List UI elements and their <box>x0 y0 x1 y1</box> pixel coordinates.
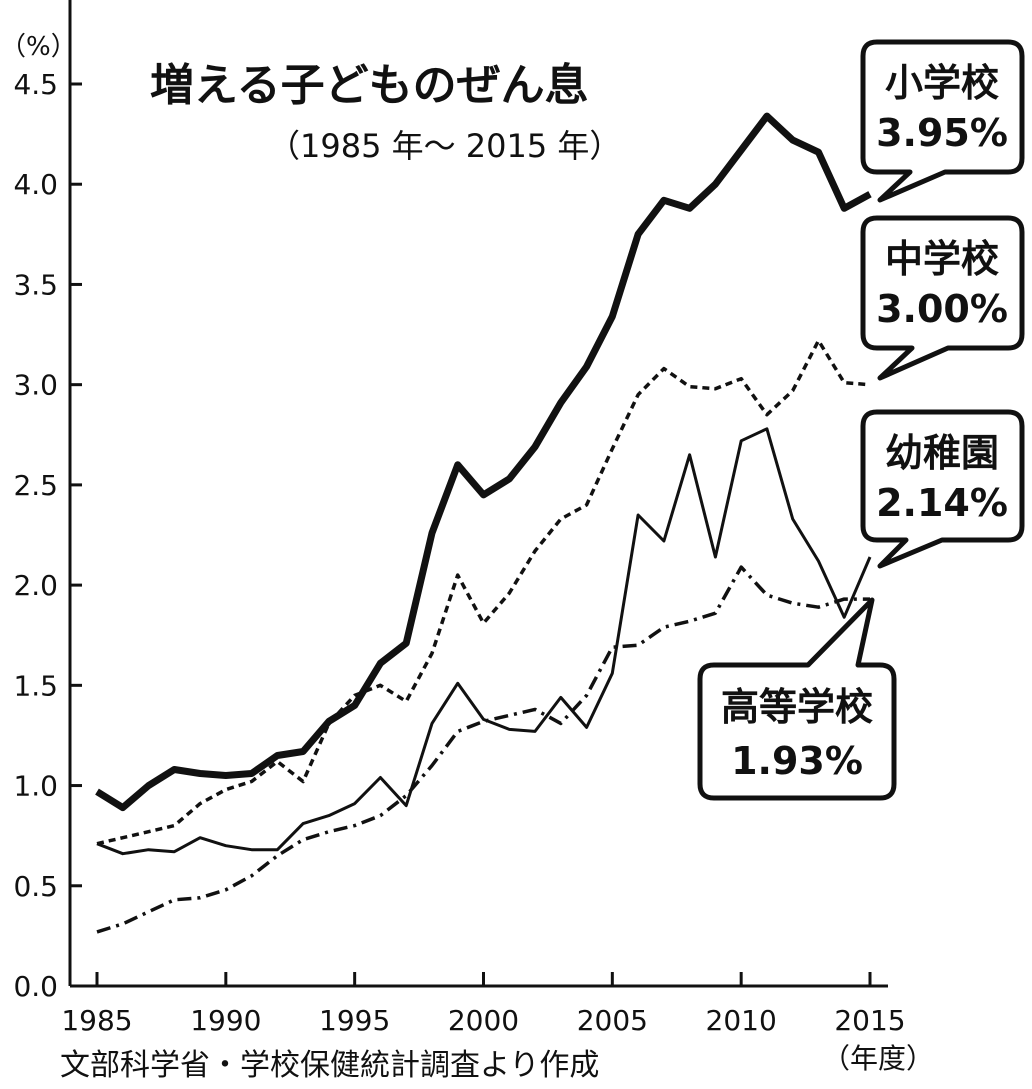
y-ticks: 0.0 0.5 1.0 1.5 2.0 2.5 3.0 3.5 4.0 4.5 <box>13 68 82 1003</box>
callout-box-elementary <box>860 39 1025 203</box>
x-axis-unit-label: （年度） <box>822 1042 934 1075</box>
y-tick-label: 3.0 <box>13 369 58 402</box>
callout-box-junior-high <box>860 215 1025 381</box>
series-line-junior-high <box>96 338 871 846</box>
callout-junior-high-name: 中学校 <box>885 237 999 281</box>
y-tick-label: 1.5 <box>13 669 58 702</box>
callout-kindergarten: 幼稚園 2.14% <box>860 409 1025 569</box>
y-tick-label: 4.5 <box>13 68 58 101</box>
x-tick-label: 2000 <box>448 1004 519 1037</box>
x-tick-label: 1985 <box>61 1004 132 1037</box>
y-tick-label: 0.5 <box>13 870 58 903</box>
callout-junior-high: 中学校 3.00% <box>860 215 1025 381</box>
callout-junior-high-value: 3.00% <box>876 287 1008 331</box>
series-line-elementary <box>95 112 872 812</box>
callout-elementary-name: 小学校 <box>885 61 999 105</box>
y-tick-label: 1.0 <box>13 770 58 803</box>
callout-box-high-school <box>697 597 897 801</box>
y-tick-label: 2.5 <box>13 469 58 502</box>
callout-high-school: 高等学校 1.93% <box>697 597 897 801</box>
callout-high-school-name: 高等学校 <box>721 685 873 729</box>
callout-kindergarten-name: 幼稚園 <box>885 431 999 475</box>
callout-high-school-value: 1.93% <box>731 739 863 783</box>
x-tick-label: 2010 <box>706 1004 777 1037</box>
y-tick-label: 4.0 <box>13 168 58 201</box>
series-lines <box>95 112 872 934</box>
x-ticks: 1985 1990 1995 2000 2005 2010 2015 <box>61 972 906 1037</box>
series-line-kindergarten <box>96 427 872 856</box>
x-tick-label: 2015 <box>834 1004 905 1037</box>
x-tick-label: 1990 <box>190 1004 261 1037</box>
callout-elementary: 小学校 3.95% <box>860 39 1025 203</box>
source-note: 文部科学省・学校保健統計調査より作成 <box>60 1048 599 1083</box>
callout-elementary-value: 3.95% <box>876 111 1008 155</box>
x-tick-label: 2005 <box>577 1004 648 1037</box>
y-tick-label: 2.0 <box>13 569 58 602</box>
y-tick-label: 3.5 <box>13 268 58 301</box>
chart-title: 増える子どものぜん息 <box>150 60 589 111</box>
x-tick-label: 1995 <box>319 1004 390 1037</box>
chart-subtitle: （1985 年〜 2015 年） <box>268 127 621 165</box>
y-tick-label: 0.0 <box>13 970 58 1003</box>
y-axis-unit-label: （%） <box>0 32 77 62</box>
series-line-high-school <box>96 565 870 934</box>
callout-box-kindergarten <box>860 409 1025 569</box>
callout-kindergarten-value: 2.14% <box>876 481 1008 525</box>
